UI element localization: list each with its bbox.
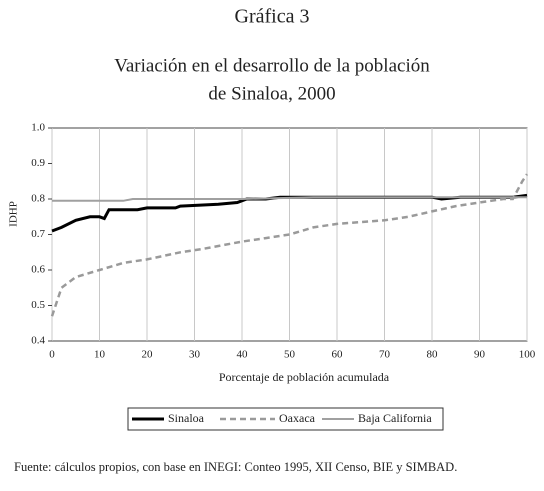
x-axis-label: Porcentaje de población acumulada bbox=[219, 370, 390, 384]
footnote: Fuente: cálculos propios, con base en IN… bbox=[14, 460, 457, 474]
y-tick-label: 0.8 bbox=[31, 193, 45, 205]
y-tick-label: 0.4 bbox=[31, 335, 45, 347]
y-tick-label: 0.9 bbox=[31, 157, 45, 169]
chart-subtitle: Variación en el desarrollo de la poblaci… bbox=[114, 55, 430, 76]
y-tick-label: 0.5 bbox=[31, 299, 45, 311]
y-tick-label: 1.0 bbox=[31, 122, 45, 134]
legend-box bbox=[127, 407, 444, 431]
x-tick-label: 100 bbox=[519, 349, 536, 361]
x-tick-label: 70 bbox=[379, 349, 391, 361]
series-line bbox=[50, 173, 529, 317]
x-tick-label: 0 bbox=[49, 349, 55, 361]
series-line bbox=[51, 193, 528, 233]
x-tick-label: 10 bbox=[94, 349, 106, 361]
legend-label: Oaxaca bbox=[279, 411, 316, 425]
x-tick-label: 80 bbox=[427, 349, 439, 361]
y-tick-label: 0.7 bbox=[31, 228, 45, 240]
y-axis-label: IDHP bbox=[8, 201, 20, 227]
x-tick-label: 40 bbox=[237, 349, 249, 361]
y-tick-label: 0.6 bbox=[31, 264, 45, 276]
series-line bbox=[52, 196, 527, 202]
x-tick-label: 20 bbox=[142, 349, 154, 361]
x-tick-label: 90 bbox=[474, 349, 486, 361]
chart-subtitle: de Sinaloa, 2000 bbox=[208, 83, 335, 104]
x-tick-label: 50 bbox=[284, 349, 296, 361]
legend-label: Baja California bbox=[358, 411, 432, 425]
chart-title: Gráfica 3 bbox=[235, 6, 310, 28]
x-tick-label: 60 bbox=[332, 349, 344, 361]
x-tick-label: 30 bbox=[189, 349, 201, 361]
legend-label: Sinaloa bbox=[168, 411, 205, 425]
